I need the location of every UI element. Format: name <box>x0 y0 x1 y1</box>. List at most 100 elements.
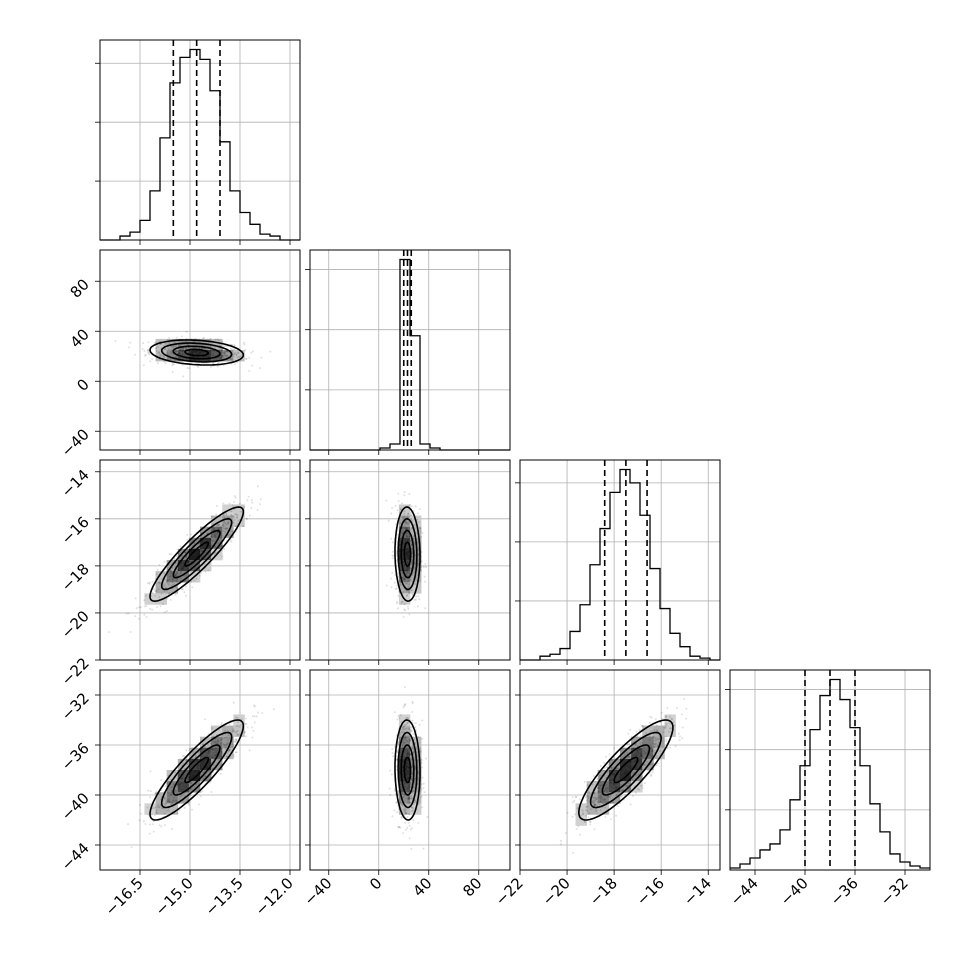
sample-point <box>405 552 408 555</box>
sample-point <box>632 754 635 757</box>
sample-point <box>166 610 169 613</box>
sample-point <box>169 794 172 797</box>
sample-point <box>197 782 200 785</box>
sample-point <box>167 353 170 356</box>
sample-point <box>405 771 408 774</box>
sample-point <box>610 818 613 821</box>
sample-point <box>194 770 197 773</box>
sample-point <box>410 756 413 759</box>
density-cell <box>608 770 621 782</box>
sample-point <box>400 602 403 605</box>
sample-point <box>147 789 150 792</box>
sample-point <box>403 685 406 688</box>
sample-point <box>406 722 409 725</box>
sample-point <box>151 358 154 361</box>
sample-point <box>143 349 146 352</box>
density-cell <box>620 781 632 793</box>
sample-point <box>187 803 190 806</box>
panel-frame <box>309 459 511 661</box>
sample-point <box>423 791 426 794</box>
sample-point <box>391 507 394 510</box>
sample-point <box>214 536 217 539</box>
sample-point <box>196 759 199 762</box>
sample-point <box>170 786 173 789</box>
sample-point <box>183 566 186 569</box>
sample-point <box>227 734 230 737</box>
sample-point <box>417 821 420 824</box>
sample-point <box>205 765 208 768</box>
density-cell <box>410 770 422 782</box>
sample-point <box>223 350 226 353</box>
sample-point <box>397 492 400 495</box>
sample-point <box>214 338 217 341</box>
contour-level <box>184 541 210 567</box>
sample-point <box>406 552 409 555</box>
sample-point <box>251 726 254 729</box>
sample-point <box>402 603 405 606</box>
sample-point <box>232 514 235 517</box>
sample-point <box>402 540 405 543</box>
density-cell <box>177 770 190 782</box>
density-cell <box>608 781 621 793</box>
sample-point <box>640 758 643 761</box>
sample-point <box>195 555 198 558</box>
sample-point <box>403 567 406 570</box>
sample-point <box>172 353 175 356</box>
sample-point <box>575 795 578 798</box>
sample-point <box>407 735 410 738</box>
sample-point <box>199 341 202 344</box>
sample-point <box>652 735 655 738</box>
sample-point <box>615 793 618 796</box>
sample-point <box>404 704 407 707</box>
sample-point <box>198 547 201 550</box>
sample-point <box>403 542 406 545</box>
sample-point <box>659 750 662 753</box>
sample-point <box>208 538 211 541</box>
sample-point <box>409 782 412 785</box>
sample-point <box>214 536 217 539</box>
sample-point <box>609 802 612 805</box>
sample-point <box>409 570 412 573</box>
sample-point <box>605 787 608 790</box>
scatter-panel-2-3 <box>519 669 721 871</box>
sample-point <box>199 773 202 776</box>
sample-point <box>182 349 185 352</box>
sample-point <box>169 569 172 572</box>
sample-point <box>224 350 227 353</box>
sample-point <box>149 360 152 363</box>
sample-point <box>233 518 236 521</box>
sample-point <box>402 832 405 835</box>
sample-point <box>191 759 194 762</box>
sample-point <box>151 807 154 810</box>
sample-point <box>406 788 409 791</box>
sample-point <box>172 345 175 348</box>
sample-point <box>194 557 197 560</box>
sample-point <box>400 502 403 505</box>
sample-point <box>421 776 424 779</box>
sample-point <box>155 589 158 592</box>
sample-point <box>221 356 224 359</box>
sample-point <box>571 795 574 798</box>
sample-point <box>640 754 643 757</box>
sample-point <box>665 724 668 727</box>
sample-point <box>157 581 160 584</box>
sample-point <box>633 771 636 774</box>
sample-point <box>251 501 254 504</box>
sample-point <box>212 527 215 530</box>
sample-point <box>635 753 638 756</box>
sample-point <box>210 515 213 518</box>
sample-point <box>196 759 199 762</box>
sample-point <box>643 763 646 766</box>
sample-point <box>180 348 183 351</box>
sample-point <box>173 583 176 586</box>
sample-point <box>218 348 221 351</box>
sample-point <box>603 761 606 764</box>
sample-point <box>650 750 653 753</box>
sample-point <box>189 794 192 797</box>
sample-point <box>246 726 249 729</box>
sample-point <box>635 754 638 757</box>
sample-point <box>222 524 225 527</box>
sample-point <box>192 548 195 551</box>
sample-point <box>403 751 406 754</box>
sample-point <box>170 570 173 573</box>
